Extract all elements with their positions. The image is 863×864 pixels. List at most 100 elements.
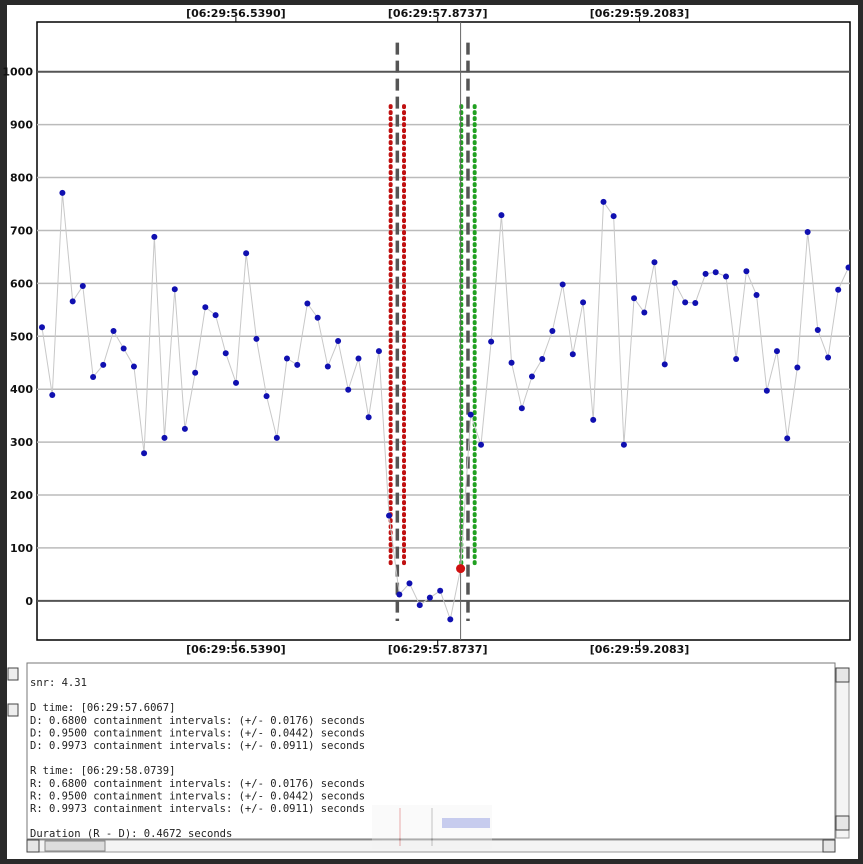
data-point [794,364,801,371]
data-point [835,286,842,293]
y-tick-label: 600 [10,277,33,290]
vertical-scrollbar[interactable] [835,667,850,839]
data-point [467,411,474,418]
data-point [528,373,535,380]
data-point [722,273,729,280]
data-point [651,259,658,266]
data-point [416,602,423,609]
x-tick-label: [06:29:57.8737] [388,7,488,20]
data-point [283,355,290,362]
data-point [355,355,362,362]
data-point [559,281,566,288]
y-tick-label: 300 [10,436,33,449]
data-point [508,359,515,366]
data-point [610,213,617,220]
x-tick-label: [06:29:57.8737] [388,643,488,656]
thumbnail-preview [372,805,492,849]
data-point [733,356,740,363]
log-line: D: 0.9500 containment intervals: (+/- 0.… [30,727,365,739]
data-point [243,250,250,257]
data-point [120,345,127,352]
data-point [478,441,485,448]
data-point [620,441,627,448]
data-point [580,299,587,306]
data-point [79,283,86,290]
scroll-button[interactable] [7,703,19,717]
y-tick-label: 100 [10,542,33,555]
y-tick-label: 200 [10,489,33,502]
data-point [641,309,648,316]
data-point [345,386,352,393]
scroll-left-button[interactable] [26,839,40,853]
log-line: Duration (R - D): 0.4672 seconds [30,828,232,840]
data-point [682,299,689,306]
log-line: R: 0.9973 containment intervals: (+/- 0.… [30,803,365,815]
y-tick-label: 400 [10,383,33,396]
data-point [233,379,240,386]
data-point [181,425,188,432]
y-tick-label: 0 [25,595,33,608]
x-tick-label: [06:29:56.5390] [186,7,286,20]
data-point [825,354,832,361]
scroll-up-button[interactable] [835,667,850,683]
log-line: R: 0.9500 containment intervals: (+/- 0.… [30,790,365,802]
data-point [784,435,791,442]
data-point [590,416,597,423]
data-point [59,189,66,196]
data-point [130,363,137,370]
data-point [437,587,444,594]
data-point [671,279,678,286]
data-point [263,393,270,400]
data-point [396,591,403,598]
data-point [386,512,393,519]
data-point [49,392,56,399]
scroll-button[interactable] [7,667,19,681]
log-panel [26,662,836,840]
scroll-thumb[interactable] [44,840,106,852]
data-point [161,434,168,441]
data-point [569,351,576,358]
data-point [814,326,821,333]
data-point [712,269,719,276]
plot [37,22,850,640]
y-tick-label: 900 [10,119,33,132]
data-point [69,298,76,305]
data-point [365,414,372,421]
x-tick-label: [06:29:56.5390] [186,643,286,656]
data-point [202,304,209,311]
y-tick-label: 1000 [2,66,33,79]
data-point [294,361,301,368]
log-line: R: 0.6800 containment intervals: (+/- 0.… [30,778,365,790]
data-point [406,580,413,587]
data-point [804,229,811,236]
highlight-point [456,564,466,574]
data-point [426,594,433,601]
data-point [253,335,260,342]
data-point [335,338,342,345]
data-point [212,312,219,319]
log-line: D: 0.9973 containment intervals: (+/- 0.… [30,740,365,752]
y-tick-label: 500 [10,330,33,343]
scroll-right-button[interactable] [822,839,836,853]
data-point [845,264,850,271]
thumbnail-noise [442,818,490,828]
data-point [90,374,97,381]
data-point [100,361,107,368]
data-point [549,328,556,334]
data-point [498,212,505,219]
data-point [631,295,638,302]
x-tick-label: [06:29:59.2083] [590,643,690,656]
x-tick-label: [06:29:59.2083] [590,7,690,20]
data-point [600,198,607,205]
log-line: snr: 4.31 [30,677,87,689]
data-point [447,616,454,623]
data-point [518,405,525,412]
log-line: D time: [06:29:57.6067] [30,702,175,714]
log-line: D: 0.6800 containment intervals: (+/- 0.… [30,715,365,727]
data-point [151,233,158,240]
scroll-down-button[interactable] [835,815,850,831]
data-point [38,324,45,331]
data-point [763,387,770,394]
data-point [773,348,780,355]
